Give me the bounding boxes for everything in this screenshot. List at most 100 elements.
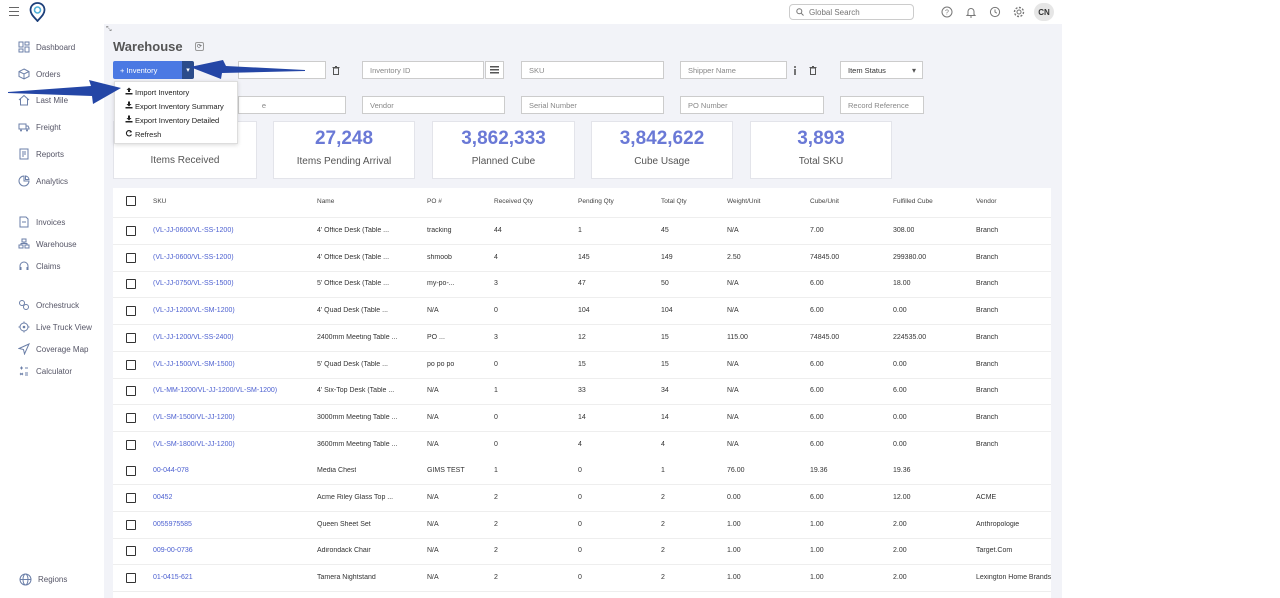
sidebar-item-coverage-map[interactable]: Coverage Map — [18, 343, 88, 355]
shipper-name-input[interactable]: Shipper Name — [680, 61, 787, 79]
row-checkbox[interactable] — [126, 252, 136, 263]
filter-partial-input[interactable]: e — [238, 96, 346, 114]
table-row[interactable]: (VL-JJ-0750/VL-SS-1500) 5' Office Desk (T… — [113, 271, 1051, 299]
column-header[interactable]: Total Qty — [661, 198, 687, 205]
table-row[interactable]: (VL-JJ-0600/VL-SS-1200) 4' Office Desk (T… — [113, 218, 1051, 245]
table-row[interactable]: (VL-JJ-1500/VL-SM-1500) 5' Quad Desk (Tab… — [113, 351, 1051, 379]
vendor-input[interactable]: Vendor — [362, 96, 505, 114]
global-search[interactable] — [789, 4, 914, 20]
row-checkbox[interactable] — [126, 546, 136, 557]
sku-link[interactable]: 01-0415-621 — [153, 574, 193, 582]
inventory-id-input[interactable]: Inventory ID — [362, 61, 484, 79]
column-header[interactable]: Pending Qty — [578, 198, 614, 205]
row-checkbox[interactable] — [126, 226, 136, 236]
column-header[interactable]: Fulfilled Cube — [893, 198, 933, 205]
po-number-input[interactable]: PO Number — [680, 96, 824, 114]
sku-link[interactable]: 00452 — [153, 494, 173, 501]
refresh-icon[interactable]: ⟳ — [195, 42, 204, 51]
history-icon[interactable] — [988, 5, 1001, 18]
app-logo[interactable] — [29, 2, 46, 22]
sku-link[interactable]: (VL-JJ-1500/VL-SM-1500) — [153, 360, 235, 368]
menu-item-export-detailed[interactable]: Export Inventory Detailed — [125, 115, 219, 125]
sidebar-item-reports[interactable]: Reports — [18, 148, 64, 160]
sku-link[interactable]: (VL-JJ-0750/VL-SS-1500) — [153, 280, 234, 288]
table-row[interactable]: (VL-JJ-1200/VL-SS-2400) 2400mm Meeting Ta… — [113, 325, 1051, 352]
sidebar-item-orders[interactable]: Orders — [18, 68, 60, 80]
sidebar-item-live-truck-view[interactable]: Live Truck View — [18, 321, 92, 333]
collapse-sidebar-icon[interactable]: ⤡ — [106, 26, 112, 33]
row-checkbox[interactable] — [126, 412, 136, 423]
bell-icon[interactable] — [964, 5, 977, 18]
sidebar-item-dashboard[interactable]: Dashboard — [18, 41, 75, 53]
sku-link[interactable]: 0055975585 — [153, 520, 192, 528]
sku-link[interactable]: (VL-SM-1500/VL-JJ-1200) — [153, 413, 235, 421]
clear-filter-icon[interactable] — [330, 61, 342, 79]
sidebar-item-claims[interactable]: Claims — [18, 260, 60, 272]
row-checkbox[interactable] — [126, 466, 136, 477]
row-checkbox[interactable] — [126, 332, 136, 343]
sidebar-item-invoices[interactable]: Invoices — [18, 216, 65, 228]
user-avatar[interactable]: CN — [1034, 3, 1054, 21]
row-checkbox[interactable] — [126, 573, 136, 584]
global-search-input[interactable] — [809, 7, 909, 17]
table-row[interactable]: 0055975585 Queen Sheet Set N/A 2 0 2 1.00 1.00 2… — [113, 511, 1051, 539]
sku-link[interactable]: 00-044-078 — [153, 467, 189, 475]
sidebar-item-analytics[interactable]: Analytics — [18, 175, 68, 187]
inventory-dropdown-toggle[interactable]: ▾ — [182, 61, 194, 79]
column-header[interactable]: SKU — [153, 198, 167, 205]
row-checkbox[interactable] — [126, 519, 136, 530]
table-row[interactable]: (VL-SM-1800/VL-JJ-1200) 3600mm Meeting Ta… — [113, 432, 1051, 459]
stat-label: Items Received — [150, 155, 220, 166]
gear-icon[interactable] — [1012, 5, 1025, 18]
hamburger-menu-icon[interactable] — [9, 7, 19, 16]
row-checkbox[interactable] — [126, 386, 136, 397]
sku-link[interactable]: 009-00-0736 — [153, 547, 193, 555]
filter-hidden-field[interactable] — [238, 61, 326, 79]
column-header[interactable]: Name — [317, 198, 335, 205]
sku-link[interactable]: (VL-SM-1800/VL-JJ-1200) — [153, 440, 235, 448]
sku-link[interactable]: (VL-JJ-0600/VL-SS-1200) — [153, 253, 234, 261]
list-icon[interactable] — [485, 61, 504, 79]
sidebar-item-warehouse[interactable]: Warehouse — [18, 238, 77, 250]
sku-input[interactable]: SKU — [521, 61, 664, 79]
table-row[interactable]: (VL-JJ-0600/VL-SS-1200) 4' Office Desk (T… — [113, 244, 1051, 272]
sidebar-item-regions[interactable]: Regions — [18, 572, 67, 586]
row-checkbox[interactable] — [126, 493, 136, 503]
row-checkbox[interactable] — [126, 439, 136, 450]
serial-number-input[interactable]: Serial Number — [521, 96, 664, 114]
row-checkbox[interactable] — [126, 306, 136, 317]
table-row[interactable]: 01-0415-621 Tamera Nightstand N/A 2 0 2 1.00 1.… — [113, 565, 1051, 593]
info-icon[interactable] — [789, 61, 801, 79]
sidebar-item-freight[interactable]: Freight — [18, 121, 61, 133]
table-row[interactable]: 00-044-078 Media Chest GIMS TEST 1 0 1 76.00 19… — [113, 458, 1051, 486]
table-row[interactable]: (VL-SM-1500/VL-JJ-1200) 3000mm Meeting Ta… — [113, 404, 1051, 432]
table-row[interactable]: (VL-JJ-1200/VL-SM-1200) 4' Quad Desk (Tab… — [113, 298, 1051, 326]
table-cell: 19.36 — [810, 467, 828, 475]
item-status-select[interactable]: Item Status — [840, 61, 923, 79]
column-header[interactable]: Vendor — [976, 198, 997, 205]
record-reference-input[interactable]: Record Reference — [840, 96, 924, 114]
select-all-checkbox[interactable] — [126, 196, 136, 206]
sidebar-item-orchestruck[interactable]: Orchestruck — [18, 299, 79, 311]
sku-link[interactable]: (VL-JJ-1200/VL-SS-2400) — [153, 333, 234, 341]
table-row[interactable]: 009-00-0736 Adirondack Chair N/A 2 0 2 1.00 1.0… — [113, 538, 1051, 566]
row-checkbox[interactable] — [126, 279, 136, 290]
sku-link[interactable]: (VL-JJ-1200/VL-SM-1200) — [153, 307, 235, 315]
sidebar-item-calculator[interactable]: Calculator — [18, 365, 72, 377]
table-row[interactable]: 00452 Acme Riley Glass Top ... N/A 2 0 2 0.00 6… — [113, 485, 1051, 512]
trash-icon[interactable] — [807, 61, 819, 79]
column-header[interactable]: Weight/Unit — [727, 198, 761, 205]
row-checkbox[interactable] — [126, 359, 136, 370]
sidebar-item-last-mile[interactable]: Last Mile — [18, 94, 68, 106]
sku-link[interactable]: (VL-MM-1200/VL-JJ-1200/VL-SM-1200) — [153, 387, 278, 395]
table-row[interactable]: (VL-MM-1200/VL-JJ-1200/VL-SM-1200) 4' Six… — [113, 378, 1051, 406]
menu-item-import-inventory[interactable]: Import Inventory — [125, 87, 189, 97]
add-inventory-button[interactable]: + Inventory — [113, 61, 182, 79]
sku-link[interactable]: (VL-JJ-0600/VL-SS-1200) — [153, 227, 234, 234]
column-header[interactable]: PO # — [427, 198, 442, 205]
menu-item-export-summary[interactable]: Export Inventory Summary — [125, 101, 224, 111]
column-header[interactable]: Cube/Unit — [810, 198, 839, 205]
help-icon[interactable]: ? — [940, 5, 953, 18]
menu-item-refresh[interactable]: Refresh — [125, 129, 161, 139]
column-header[interactable]: Received Qty — [494, 198, 534, 205]
